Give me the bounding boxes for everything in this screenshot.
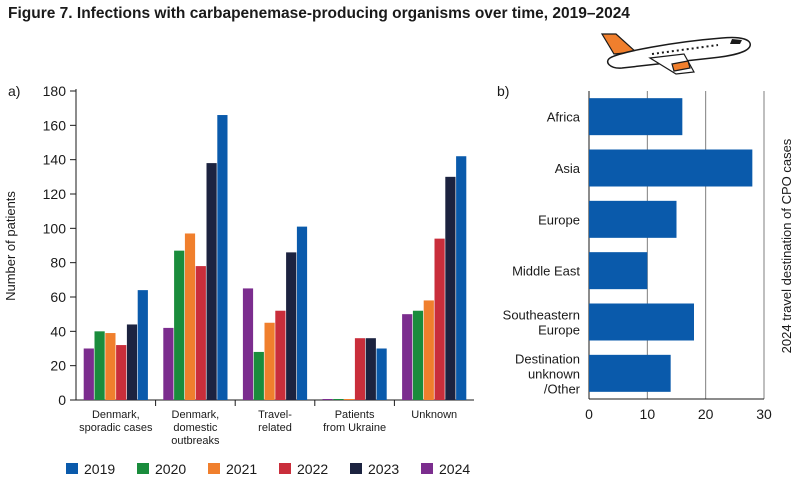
hbar-category-label: unknown bbox=[528, 366, 580, 381]
bar-2023 bbox=[206, 163, 217, 400]
legend-swatch-2023 bbox=[350, 463, 362, 474]
x-category-label: sporadic cases bbox=[79, 422, 153, 434]
hbar-3 bbox=[589, 252, 648, 290]
x-category-label: outbreaks bbox=[171, 435, 220, 447]
y-tick-label: 40 bbox=[50, 323, 66, 339]
x-tick-label: 0 bbox=[585, 406, 593, 422]
hbar-category-label: Africa bbox=[547, 110, 581, 125]
hbar-1 bbox=[589, 149, 753, 187]
panel-b-label: b) bbox=[497, 83, 509, 99]
hbar-category-label: Destination bbox=[515, 351, 580, 366]
figure-title: Figure 7. Infections with carbapenemase-… bbox=[8, 5, 630, 22]
bar-2020 bbox=[412, 310, 424, 400]
bar-2019 bbox=[376, 348, 387, 400]
bar-2020 bbox=[94, 331, 105, 400]
legend-label-2023: 2023 bbox=[368, 461, 399, 477]
y-tick-label: 120 bbox=[43, 186, 67, 202]
panel-a-label: a) bbox=[8, 83, 20, 99]
panel-a-y-axis-label: Number of patients bbox=[3, 191, 18, 301]
y-tick-label: 160 bbox=[43, 117, 67, 133]
y-tick-label: 140 bbox=[43, 152, 67, 168]
bar-2022 bbox=[275, 310, 286, 400]
bar-2021 bbox=[264, 322, 275, 400]
bar-2022 bbox=[434, 238, 445, 400]
bar-2024 bbox=[83, 348, 94, 400]
bar-2023 bbox=[365, 338, 376, 400]
bar-2021 bbox=[184, 233, 196, 400]
hbar-2 bbox=[589, 200, 677, 238]
bar-2022 bbox=[195, 266, 206, 400]
panel-b-y-axis-label: 2024 travel destination of CPO cases bbox=[779, 138, 794, 353]
bar-2019 bbox=[217, 115, 228, 401]
hbar-5 bbox=[589, 354, 671, 392]
y-tick-label: 100 bbox=[43, 220, 67, 236]
legend-label-2022: 2022 bbox=[297, 461, 328, 477]
legend-swatch-2019 bbox=[66, 463, 78, 474]
bar-2021 bbox=[423, 300, 434, 400]
legend-swatch-2022 bbox=[279, 463, 291, 474]
x-category-label: from Ukraine bbox=[323, 422, 386, 434]
bar-2020 bbox=[253, 351, 264, 400]
bar-2024 bbox=[402, 314, 413, 400]
hbar-category-label: /Other bbox=[544, 381, 581, 396]
legend-label-2019: 2019 bbox=[84, 461, 115, 477]
bar-2022 bbox=[116, 345, 127, 400]
bar-2021 bbox=[105, 333, 116, 400]
x-tick-label: 30 bbox=[756, 406, 772, 422]
x-category-label: Unknown bbox=[411, 409, 457, 421]
y-tick-label: 20 bbox=[50, 358, 66, 374]
bar-2023 bbox=[286, 252, 297, 400]
bar-2024 bbox=[242, 288, 254, 400]
y-tick-label: 60 bbox=[50, 289, 66, 305]
bar-2024 bbox=[163, 327, 174, 400]
bar-2019 bbox=[137, 290, 148, 400]
y-tick-label: 180 bbox=[43, 83, 67, 99]
y-tick-label: 0 bbox=[58, 392, 66, 408]
hbar-0 bbox=[589, 98, 683, 136]
x-category-label: Denmark, bbox=[172, 409, 220, 421]
bar-2023 bbox=[126, 324, 138, 400]
airplane-icon bbox=[600, 33, 751, 75]
hbar-category-label: Europe bbox=[538, 212, 580, 227]
bar-2022 bbox=[354, 338, 366, 400]
legend-swatch-2020 bbox=[137, 463, 149, 474]
plane-engine bbox=[671, 60, 691, 72]
legend-label-2024: 2024 bbox=[439, 461, 470, 477]
x-category-label: domestic bbox=[173, 422, 218, 434]
y-tick-label: 80 bbox=[50, 255, 66, 271]
hbar-4 bbox=[589, 303, 694, 341]
x-category-label: Denmark, bbox=[92, 409, 140, 421]
x-tick-label: 10 bbox=[640, 406, 656, 422]
legend-swatch-2024 bbox=[421, 463, 433, 474]
bar-2019 bbox=[456, 156, 467, 400]
legend-swatch-2021 bbox=[208, 463, 220, 474]
hbar-category-label: Asia bbox=[555, 161, 581, 176]
hbar-category-label: Southeastern bbox=[503, 308, 580, 323]
plane-fuselage bbox=[606, 36, 751, 69]
legend-label-2021: 2021 bbox=[226, 461, 257, 477]
x-tick-label: 20 bbox=[698, 406, 714, 422]
legend-label-2020: 2020 bbox=[155, 461, 186, 477]
x-category-label: related bbox=[258, 422, 292, 434]
x-category-label: Patients bbox=[335, 409, 375, 421]
bar-2023 bbox=[445, 176, 456, 400]
plane-cockpit bbox=[730, 39, 742, 44]
bar-2020 bbox=[174, 250, 185, 400]
bar-2019 bbox=[296, 226, 308, 400]
hbar-category-label: Middle East bbox=[512, 264, 580, 279]
hbar-category-label: Europe bbox=[538, 323, 580, 338]
x-category-label: Travel- bbox=[258, 409, 292, 421]
